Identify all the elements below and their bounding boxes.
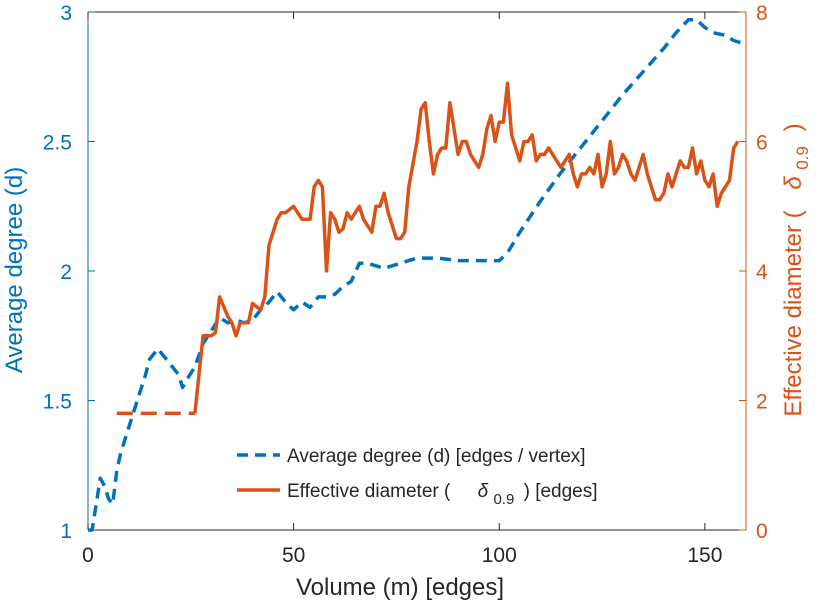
x-tick-label: 0 xyxy=(82,544,94,567)
x-axis-label: Volume (m) [edges] xyxy=(296,574,504,600)
legend-label-effective-diameter-prefix: Effective diameter ( xyxy=(287,481,451,502)
x-tick-label: 50 xyxy=(282,544,305,567)
left-y-tick-label: 2 xyxy=(60,261,72,284)
right-y-axis-label-prefix: Effective diameter ( xyxy=(780,210,807,416)
left-y-axis-label: Average degree (d) xyxy=(1,167,28,373)
right-y-tick-label: 4 xyxy=(756,261,768,284)
series-line-average-degree xyxy=(88,18,743,532)
right-y-axis-label-suffix: ) xyxy=(780,123,807,131)
legend-label-effective-diameter-suffix: ) [edges] xyxy=(524,481,598,502)
right-y-axis-label-symbol: δ xyxy=(780,176,807,190)
legend: Average degree (d) [edges / vertex] Effe… xyxy=(237,446,598,509)
series-line-effective-diameter xyxy=(193,81,740,414)
right-y-tick-label: 2 xyxy=(756,391,768,414)
left-y-tick-label: 2.5 xyxy=(43,132,72,155)
left-y-tick-label: 1.5 xyxy=(43,391,72,414)
left-y-tick-label: 1 xyxy=(60,520,72,543)
legend-label-effective-diameter-subscript: 0.9 xyxy=(493,491,514,508)
left-y-tick-label: 3 xyxy=(60,2,72,25)
right-y-tick-label: 8 xyxy=(756,2,768,25)
legend-label-effective-diameter: Effective diameter ( δ 0.9 ) [edges] xyxy=(287,481,598,509)
x-tick-label: 100 xyxy=(482,544,517,567)
legend-label-effective-diameter-symbol: δ xyxy=(478,481,489,502)
right-y-axis-label-subscript: 0.9 xyxy=(793,146,812,170)
right-y-tick-label: 6 xyxy=(756,132,768,155)
right-y-axis-label: Effective diameter ( δ 0.9 ) xyxy=(780,123,814,416)
legend-label-average-degree: Average degree (d) [edges / vertex] xyxy=(287,446,586,467)
x-tick-label: 150 xyxy=(687,544,722,567)
right-y-tick-label: 0 xyxy=(756,520,768,543)
